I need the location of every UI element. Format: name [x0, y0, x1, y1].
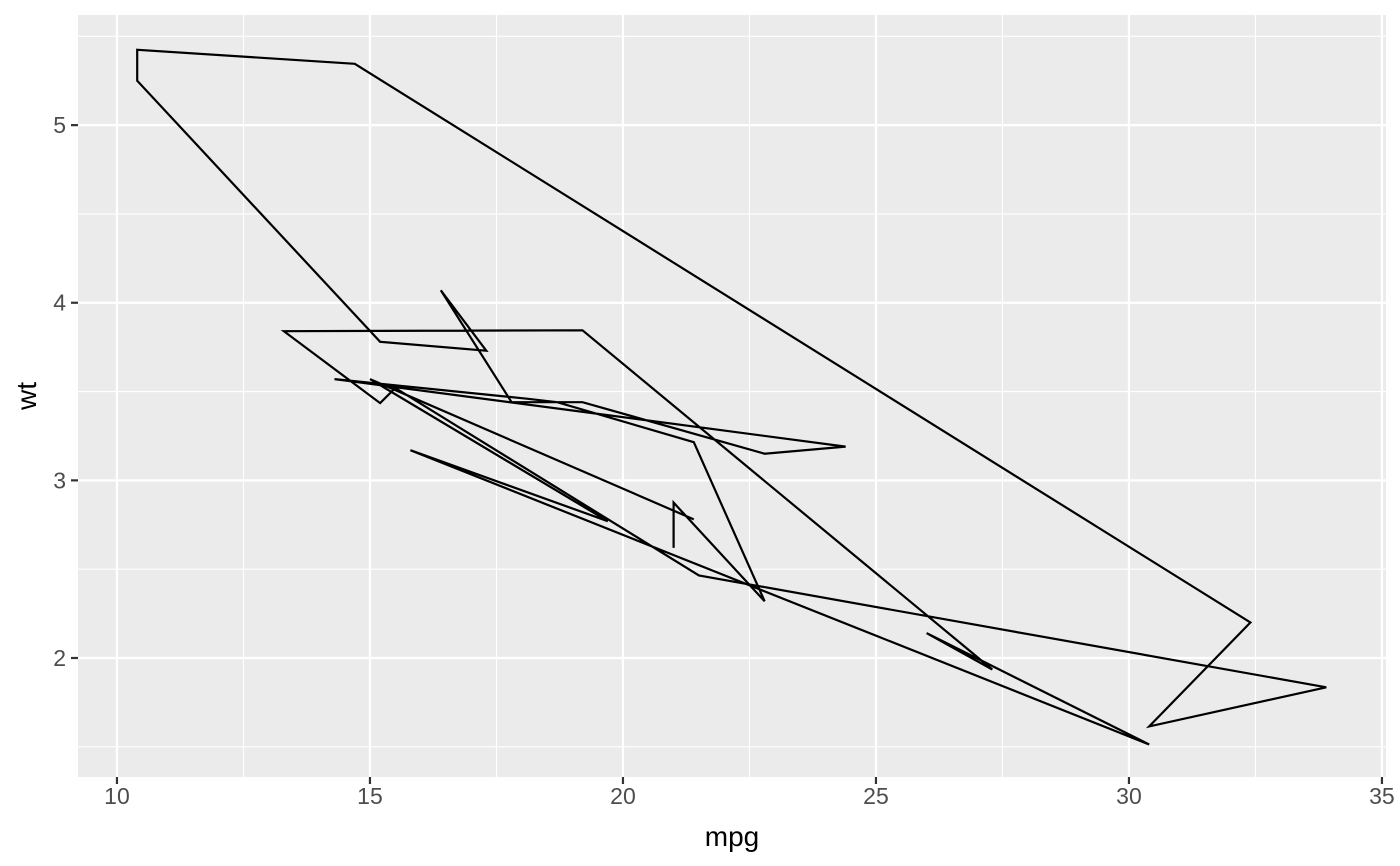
x-axis-tick-labels: 10 15 20 25 30 35	[104, 783, 1395, 809]
y-axis-tick-labels: 2 3 4 5	[53, 112, 66, 671]
y-axis-tick-marks	[71, 124, 78, 660]
x-axis-title: mpg	[704, 821, 760, 852]
y-tick-label: 2	[53, 645, 66, 671]
grid-major-lines	[78, 15, 1386, 777]
x-tick-label: 20	[610, 783, 636, 809]
data-path	[136, 48, 1327, 746]
y-tick-label: 5	[53, 112, 66, 138]
panel-background	[78, 15, 1386, 777]
y-tick-label: 4	[53, 290, 66, 316]
x-tick-label: 15	[357, 783, 383, 809]
y-tick-label: 3	[53, 467, 66, 493]
x-tick-label: 35	[1369, 783, 1395, 809]
x-tick-label: 10	[104, 783, 130, 809]
x-tick-label: 30	[1116, 783, 1142, 809]
x-tick-label: 25	[863, 783, 889, 809]
y-axis-title: wt	[11, 382, 42, 410]
x-axis-tick-marks	[115, 777, 1384, 784]
